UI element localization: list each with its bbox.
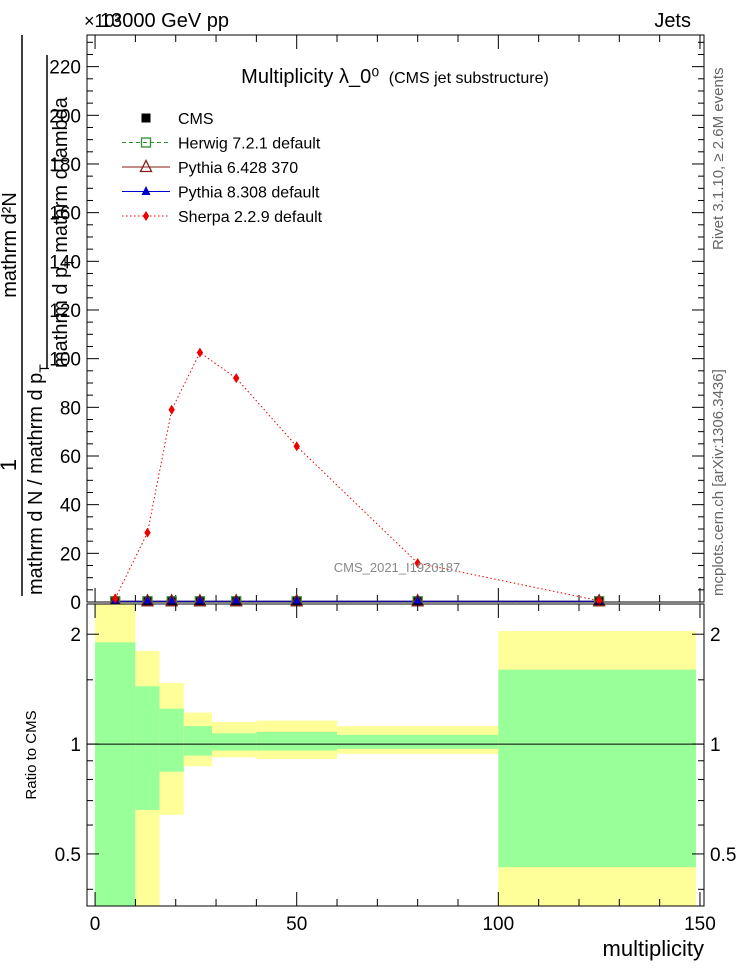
x-tick-label: 150 — [684, 914, 716, 935]
legend-label: CMS — [178, 111, 214, 128]
ratio-x-axis: 0 50 100 150 — [90, 604, 716, 935]
pythia-6-428-370-point — [229, 593, 243, 607]
ratio-band-green — [183, 726, 213, 756]
legend-marker — [141, 186, 151, 195]
ratio-y-tick-label-right: 1 — [710, 735, 721, 756]
pythia-6-428-370-point — [193, 593, 207, 607]
main-plot-frame — [86, 34, 705, 603]
ratio-band-green — [95, 642, 136, 906]
pythia-6-428-370-point — [140, 593, 155, 607]
sherpa-2-2-9-default-point — [144, 527, 151, 538]
y-tick-label: 0 — [70, 593, 81, 614]
ratio-y-tick-label-right: 0.5 — [710, 845, 736, 866]
pythia-8-308-default-point — [292, 595, 302, 605]
ratio-band-green — [159, 708, 184, 772]
y-tick-label: 160 — [49, 204, 81, 225]
legend-item-cms: CMS — [141, 111, 214, 128]
legend-label: Herwig 7.2.1 default — [178, 136, 321, 153]
pythia-8-308-default-point — [167, 595, 177, 605]
ratio-band-green — [498, 669, 696, 868]
ratio-band-green — [256, 731, 338, 751]
x-axis-label: multiplicity — [603, 936, 704, 961]
legend-item-herwig-7-2-1-default: Herwig 7.2.1 default — [122, 136, 321, 153]
sherpa-2-2-9-default-point — [595, 595, 603, 606]
x-tick-label: 50 — [286, 914, 307, 935]
watermark: CMS_2021_I1920187 — [334, 560, 461, 575]
legend-item-sherpa-2-2-9-default: Sherpa 2.2.9 default — [122, 209, 323, 226]
legend: CMS Herwig 7.2.1 default Pythia 6.428 370 P… — [122, 111, 323, 226]
pythia-6-428-370-point — [165, 593, 179, 607]
mcplots-label: mcplots.cern.ch [arXiv:1306.3436] — [710, 369, 727, 596]
pythia-8-308-default-point — [195, 595, 205, 605]
legend-label: Pythia 6.428 370 — [178, 160, 298, 177]
x-tick-label: 0 — [90, 914, 101, 935]
ratio-ylabel: Ratio to CMS — [23, 710, 40, 799]
chart-title: Multiplicity λ_0⁰ (CMS jet substructure) — [241, 66, 549, 88]
ratio-y-tick-label: 0.5 — [55, 845, 81, 866]
ylabel-denominator: mathrm d N / mathrm d pT — [25, 364, 52, 595]
y-tick-label: 100 — [49, 350, 81, 371]
header-left: 13000 GeV pp — [100, 10, 229, 32]
ratio-band-green — [135, 686, 160, 810]
y-tick-label: 80 — [60, 398, 81, 419]
ratio-y-axis: 0.5 0.5 1 1 2 2 — [55, 625, 736, 890]
ylabel-inner-denominator: mathrm d pT mathrm d lambda — [50, 96, 77, 368]
y-tick-label: 200 — [49, 106, 81, 127]
main-series-group — [108, 347, 606, 607]
ylabel-inner-numerator: mathrm d²N — [0, 192, 21, 298]
y-tick-label: 140 — [49, 252, 81, 273]
legend-marker — [140, 137, 152, 148]
ratio-bands-group — [95, 604, 696, 906]
legend-item-pythia-6-428-370: Pythia 6.428 370 — [122, 159, 298, 177]
legend-item-pythia-8-308-default: Pythia 8.308 default — [122, 185, 320, 202]
y-exponent: ×10³ — [84, 11, 121, 31]
y-tick-label: 220 — [49, 58, 81, 79]
legend-label: Pythia 8.308 default — [178, 185, 320, 202]
main-plot: Multiplicity λ_0⁰ (CMS jet substructure)… — [49, 34, 705, 614]
legend-marker — [142, 211, 150, 221]
legend-marker — [139, 159, 153, 173]
y-tick-label: 180 — [49, 155, 81, 176]
pythia-8-308-default-point — [231, 595, 241, 605]
pythia-8-308-default-point — [142, 595, 152, 605]
ylabel-numerator: 1 — [0, 459, 21, 471]
ratio-plot-frame — [86, 603, 705, 907]
rivet-label: Rivet 3.1.10, ≥ 2.6M events — [710, 68, 727, 251]
sherpa-2-2-9-default-point — [293, 441, 300, 452]
ratio-band-green — [337, 734, 499, 749]
legend-marker — [141, 113, 151, 123]
pythia-8-308-default-point — [413, 595, 423, 605]
y-tick-label: 120 — [49, 301, 81, 322]
sherpa-2-2-9-default-point — [168, 404, 175, 415]
x-tick-label: 100 — [482, 914, 514, 935]
main-y-axis: 0 20 40 60 80 100 120 140 160 180 200 220 — [49, 41, 704, 614]
ratio-plot: 0.5 0.5 1 1 2 2 0 50 100 150 Ratio to CMS multip… — [23, 603, 736, 961]
sherpa-2-2-9-default-point — [414, 558, 421, 569]
main-y-label: 1 mathrm d N / mathrm d pT mathrm d²N ma… — [0, 35, 77, 596]
y-tick-label: 60 — [60, 447, 81, 468]
sherpa-2-2-9-default-line — [114, 351, 600, 602]
y-tick-label: 40 — [60, 496, 81, 517]
ratio-band-green — [212, 733, 257, 751]
sherpa-2-2-9-default-point — [233, 373, 240, 384]
sherpa-2-2-9-default-point — [196, 347, 204, 358]
sherpa-2-2-9-default-point — [112, 593, 119, 604]
header-right: Jets — [654, 10, 691, 32]
ratio-y-tick-label: 1 — [70, 735, 81, 756]
ratio-y-tick-label: 2 — [70, 625, 81, 646]
ratio-y-tick-label-right: 2 — [710, 625, 721, 646]
y-tick-label: 20 — [60, 544, 81, 565]
legend-label: Sherpa 2.2.9 default — [178, 209, 323, 226]
